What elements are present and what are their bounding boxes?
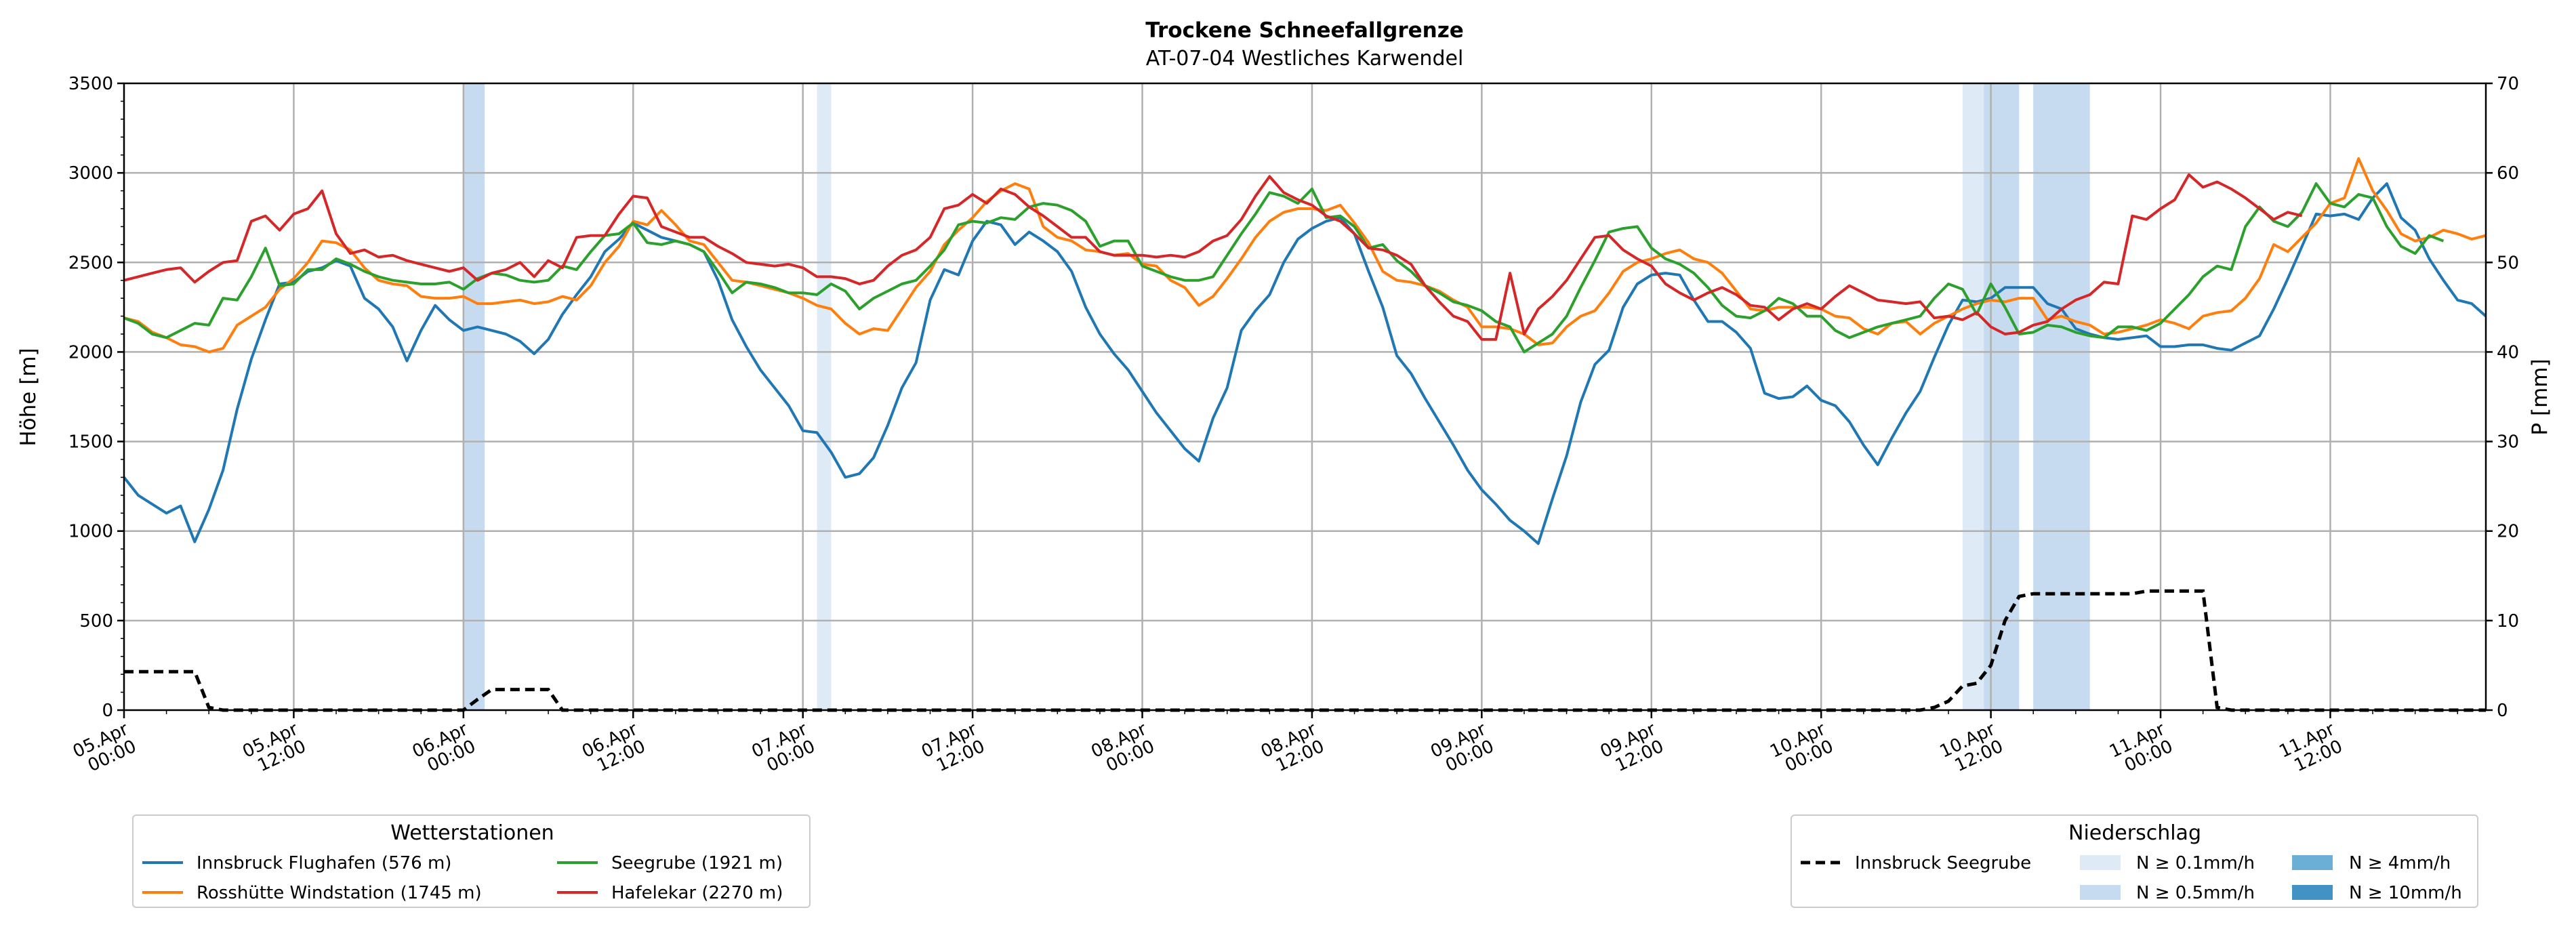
legend-label-seegrube: Seegrube (1921 m)	[611, 853, 783, 873]
legend-precip: Niederschlag Innsbruck Seegrube N ≥ 0.1m…	[1791, 814, 2478, 908]
xtick-label-120: 10.Apr00:00	[1767, 719, 1837, 779]
ytick-label-right-70: 70	[2497, 74, 2519, 94]
series-line-1	[123, 157, 2487, 354]
ytick-label-right-50: 50	[2497, 253, 2519, 273]
ytick-label-right-20: 20	[2497, 522, 2519, 542]
legend-label-flughafen: Innsbruck Flughafen (576 m)	[197, 853, 451, 873]
ytick-label-left-2500: 2500	[68, 253, 113, 273]
xtick-label-48: 07.Apr00:00	[749, 719, 819, 779]
grid	[124, 83, 2486, 710]
y-axis-label-left: Höhe [m]	[16, 348, 41, 446]
ytick-label-left-500: 500	[79, 611, 113, 632]
precip-bands	[463, 83, 2090, 710]
legend-stations-frame	[132, 814, 811, 908]
xtick-label-156: 11.Apr12:00	[2276, 719, 2346, 779]
xtick-label-24: 06.Apr00:00	[409, 719, 479, 779]
y-axis-label-right: P [mm]	[2528, 358, 2552, 435]
precip-band-0	[463, 83, 485, 710]
ytick-label-left-1500: 1500	[68, 432, 113, 453]
legend-precip-title: Niederschlag	[2068, 821, 2201, 845]
legend-swatch-n10	[2292, 885, 2333, 900]
ytick-label-right-0: 0	[2497, 701, 2508, 721]
legend-label-n05: N ≥ 0.5mm/h	[2136, 883, 2255, 903]
plot-frame	[123, 82, 2487, 711]
xtick-label-12: 05.Apr12:00	[239, 719, 309, 779]
legend-precip-frame	[1791, 814, 2478, 908]
legend-stations: Wetterstationen Innsbruck Flughafen (576…	[132, 814, 811, 908]
axes: 0 500 1000 1500 2000 2500 3000 3500 0 10 20 30 40 50 6…	[68, 74, 2519, 779]
xtick-label-108: 09.Apr12:00	[1597, 719, 1667, 779]
ytick-label-left-1000: 1000	[68, 522, 113, 542]
precip-band-1	[817, 83, 832, 710]
legend-label-n4: N ≥ 4mm/h	[2349, 853, 2451, 873]
ytick-label-right-40: 40	[2497, 342, 2519, 363]
ytick-label-right-30: 30	[2497, 432, 2519, 453]
precip-band-2	[1962, 83, 1984, 710]
precip-band-4	[2033, 83, 2090, 710]
xtick-label-144: 11.Apr00:00	[2106, 719, 2176, 779]
xtick-label-36: 06.Apr12:00	[579, 719, 649, 779]
series-line-2	[123, 182, 2445, 354]
xtick-label-96: 09.Apr00:00	[1427, 719, 1497, 779]
legend-swatch-n01	[2080, 855, 2121, 870]
chart-title: Trockene Schneefallgrenze	[1145, 18, 1464, 43]
legend-label-rosshuette: Rosshütte Windstation (1745 m)	[197, 883, 482, 903]
ytick-label-left-3000: 3000	[68, 163, 113, 184]
legend-stations-title: Wetterstationen	[390, 821, 554, 845]
series-line-3	[123, 173, 2303, 341]
legend-label-seegrube-precip: Innsbruck Seegrube	[1855, 853, 2031, 873]
legend-swatch-n4	[2292, 855, 2333, 870]
xtick-label-60: 07.Apr12:00	[918, 719, 988, 779]
legend-label-n10: N ≥ 10mm/h	[2349, 883, 2462, 903]
xtick-label-0: 05.Apr00:00	[70, 719, 140, 779]
ytick-label-right-60: 60	[2497, 163, 2519, 184]
xtick-label-132: 10.Apr12:00	[1937, 719, 2007, 779]
precip-band-3	[1984, 83, 2020, 710]
legend-label-hafelekar: Hafelekar (2270 m)	[611, 883, 783, 903]
xtick-label-84: 08.Apr12:00	[1258, 719, 1328, 779]
ytick-label-right-10: 10	[2497, 611, 2519, 632]
chart-subtitle: AT-07-04 Westliches Karwendel	[1146, 47, 1464, 70]
ytick-label-left-2000: 2000	[68, 342, 113, 363]
series-lines	[123, 157, 2487, 545]
legend-label-n01: N ≥ 0.1mm/h	[2136, 853, 2255, 873]
ytick-label-left-0: 0	[102, 701, 113, 721]
ytick-label-left-3500: 3500	[68, 74, 113, 94]
legend-swatch-n05	[2080, 885, 2121, 900]
xtick-label-72: 08.Apr00:00	[1088, 719, 1158, 779]
